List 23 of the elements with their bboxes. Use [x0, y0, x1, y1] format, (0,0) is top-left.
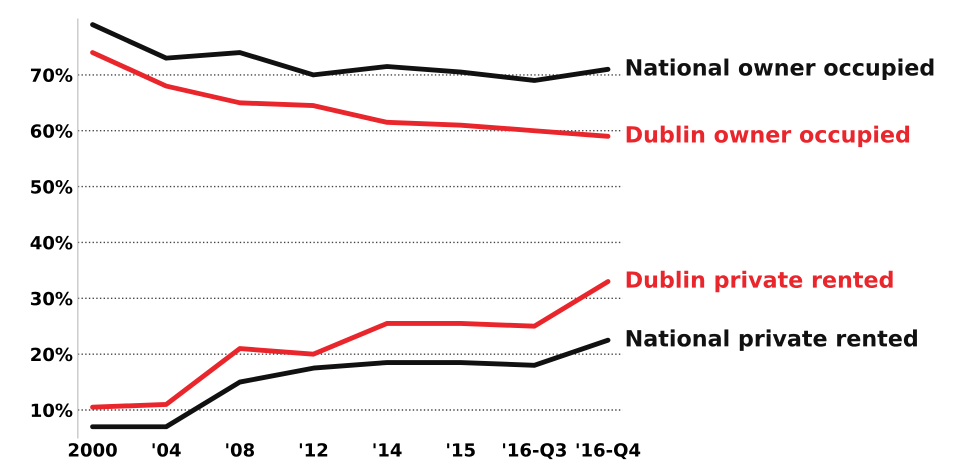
series-label: National private rented: [626, 329, 917, 351]
x-tick-label: '08: [226, 443, 254, 457]
x-tick-label: '16-Q3: [503, 443, 566, 460]
series-label: Dublin private rented: [626, 270, 893, 292]
x-tick-label: '04: [152, 443, 181, 457]
line-series: [90, 279, 610, 410]
y-tick-label: 10%: [32, 403, 72, 418]
line-series: [90, 50, 610, 139]
line-series: [90, 22, 610, 83]
y-tick-label: 40%: [30, 236, 72, 250]
x-tick-label: '14: [373, 443, 402, 456]
x-tick-label: '16-Q4: [576, 443, 640, 460]
x-tick-label: 2000: [68, 443, 117, 457]
x-tick-label: '12: [300, 443, 328, 456]
y-tick-label: 60%: [30, 124, 72, 138]
series-label: Dublin owner occupied: [626, 126, 910, 148]
y-tick-label: 30%: [30, 292, 72, 306]
x-tick-label: '15: [447, 443, 475, 457]
y-tick-label: 50%: [31, 180, 72, 194]
y-tick-label: 20%: [31, 348, 72, 362]
series-label: National owner occupied: [626, 58, 934, 80]
y-tick-label: 70%: [30, 68, 72, 82]
line-series: [90, 338, 610, 430]
